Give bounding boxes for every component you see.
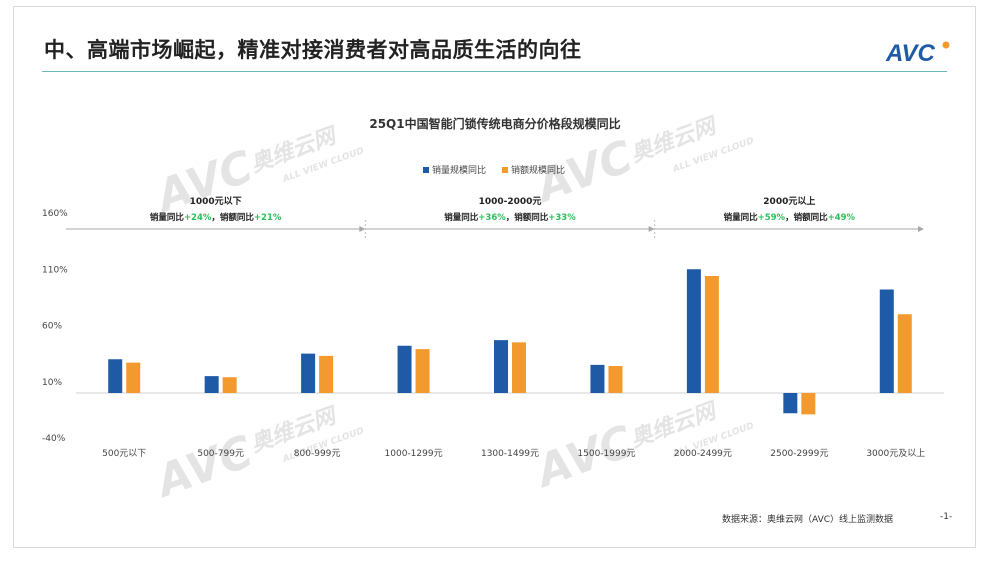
bar-volume	[590, 364, 605, 393]
x-tick-label: 3000元及以上	[866, 448, 925, 459]
y-axis: 160% 110% 60% 10% -40%	[42, 209, 944, 444]
segment-arrow-head	[648, 226, 655, 232]
x-axis: 500元以下 500-799元 800-999元 1000-1299元 1300-149…	[102, 448, 925, 459]
legend-swatch	[502, 167, 508, 173]
bar-value	[897, 314, 912, 393]
bar-value	[415, 349, 430, 393]
segment-arrow-head	[359, 226, 366, 232]
bar-volume	[783, 393, 798, 414]
slide-title: 中、高端市场崛起，精准对接消费者对高品质生活的向往	[44, 38, 582, 62]
bars	[108, 269, 912, 415]
legend-label: 销额规模同比	[511, 164, 565, 176]
watermark-brand: AVC	[148, 141, 260, 223]
chart-title: 25Q1中国智能门锁传统电商分价格段规模同比	[369, 116, 620, 131]
segment-note: 销量同比+59%，销额同比+49%	[724, 212, 856, 223]
segment-note: 销量同比+24%，销额同比+21%	[150, 212, 282, 223]
bar-value	[222, 377, 237, 393]
x-tick-label: 500-799元	[197, 449, 244, 459]
x-tick-label: 800-999元	[294, 449, 341, 459]
legend-label: 销量规模同比	[432, 164, 486, 176]
x-tick-label: 1000-1299元	[385, 449, 443, 459]
title-divider	[42, 71, 947, 72]
y-tick-label: 160%	[42, 209, 68, 219]
bar-chart: AVC 奥维云网 ALL VIEW CLOUD AVC 奥维云网 ALL VIE…	[42, 113, 944, 508]
y-tick-label: 10%	[42, 378, 62, 388]
x-tick-label: 1300-1499元	[481, 449, 539, 459]
bar-volume	[494, 340, 508, 393]
bar-value	[126, 362, 141, 393]
bar-volume	[397, 345, 412, 393]
bar-volume	[108, 359, 123, 393]
data-source: 数据来源：奥维云网（AVC）线上监测数据	[722, 515, 894, 525]
watermark-cn: 奥维云网	[248, 123, 342, 178]
y-tick-label: 60%	[42, 322, 62, 332]
segment-note: 销量同比+36%，销额同比+33%	[444, 212, 576, 223]
logo-text: AVC	[885, 40, 936, 67]
slide: 中、高端市场崛起，精准对接消费者对高品质生活的向往 AVC AVC 奥维云网 A…	[13, 6, 976, 548]
segment-title: 1000元以下	[190, 196, 242, 207]
y-tick-label: 110%	[42, 265, 68, 275]
bar-value	[801, 393, 816, 415]
bar-volume	[879, 289, 894, 393]
segment-title: 2000元以上	[763, 195, 815, 207]
logo-dot	[942, 41, 950, 49]
avc-logo: AVC	[885, 40, 950, 67]
segment-title: 1000-2000元	[479, 196, 542, 207]
page-number: -1-	[940, 512, 953, 522]
watermark-brand: AVC	[148, 426, 260, 508]
bar-value	[608, 366, 623, 393]
bar-value	[704, 276, 719, 393]
x-tick-label: 1500-1999元	[577, 449, 635, 459]
x-tick-label: 500元以下	[102, 449, 146, 459]
legend: 销量规模同比 销额规模同比	[423, 164, 565, 176]
x-tick-label: 2000-2499元	[674, 449, 732, 459]
bar-volume	[204, 376, 219, 393]
bar-volume	[301, 353, 316, 393]
bar-value	[512, 342, 526, 393]
bar-value	[319, 355, 334, 393]
x-tick-label: 2500-2999元	[770, 449, 828, 459]
legend-swatch	[423, 167, 429, 173]
y-tick-label: -40%	[42, 434, 66, 444]
segment-arrow-head	[918, 226, 924, 232]
bar-volume	[686, 269, 701, 393]
